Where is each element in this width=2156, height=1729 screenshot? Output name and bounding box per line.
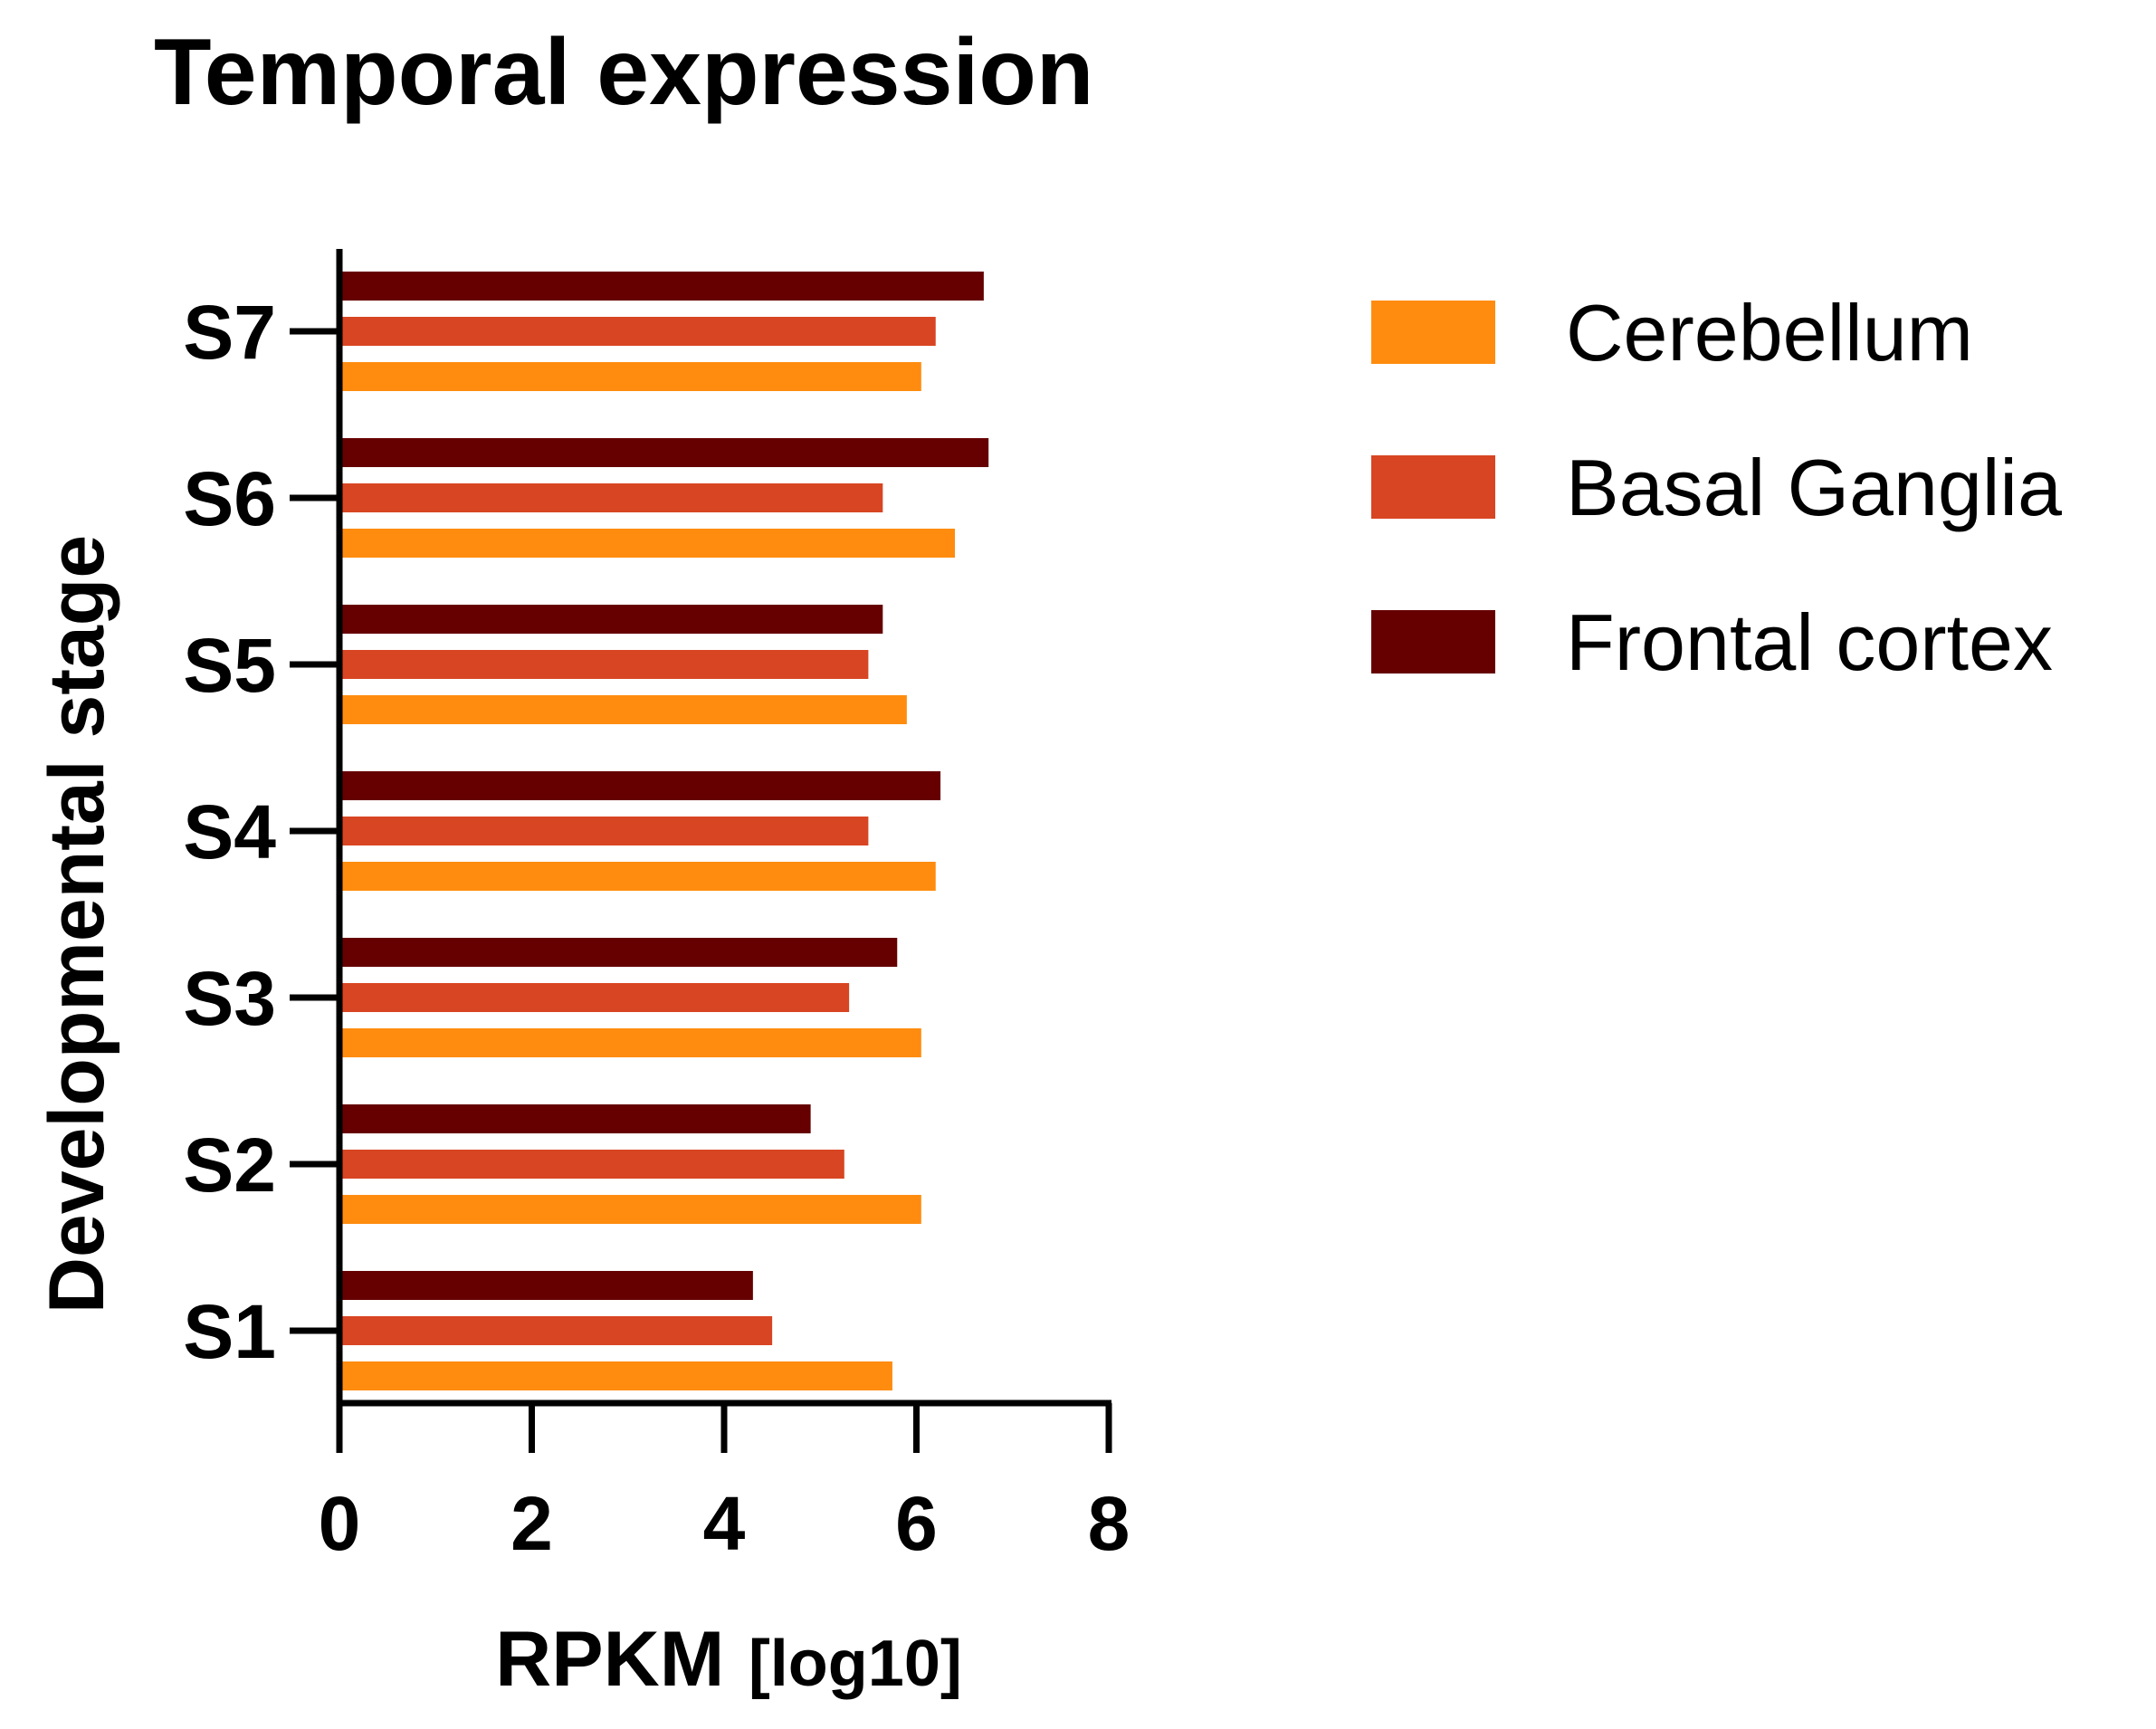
bar-s6-cerebellum (342, 529, 955, 558)
x-tick-label-4: 4 (703, 1481, 746, 1566)
x-axis-label: RPKM (495, 1616, 724, 1703)
bar-s1-basal-ganglia (342, 1316, 773, 1345)
legend: Cerebellum Basal Ganglia Frontal cortex (1371, 288, 2062, 687)
bar-s5-frontal-cortex (342, 605, 883, 634)
x-tick-label-6: 6 (895, 1481, 938, 1566)
bar-s2-frontal-cortex (342, 1104, 811, 1133)
legend-item-frontal-cortex: Frontal cortex (1371, 597, 2053, 687)
legend-item-basal-ganglia: Basal Ganglia (1371, 443, 2062, 532)
legend-swatch (1371, 455, 1495, 519)
svg-text:RPKM [log10]: RPKM [log10] (495, 1616, 962, 1703)
bar-s4-basal-ganglia (342, 817, 869, 845)
bar-s7-basal-ganglia (342, 317, 936, 346)
y-tick-label-s7: S7 (183, 290, 276, 375)
legend-label: Frontal cortex (1566, 597, 2053, 687)
bar-s6-frontal-cortex (342, 438, 989, 467)
ticks-group: 0 2 4 6 8 S1 S2 S3 S4 S5 S6 S7 (183, 290, 1130, 1566)
bar-s7-frontal-cortex (342, 272, 984, 301)
bar-s5-cerebellum (342, 695, 907, 724)
bar-s4-cerebellum (342, 862, 936, 891)
y-tick-label-s5: S5 (183, 623, 276, 708)
legend-item-cerebellum: Cerebellum (1371, 288, 1973, 377)
x-axis-title: RPKM [log10] (495, 1616, 962, 1703)
legend-label: Cerebellum (1566, 288, 1973, 377)
x-axis-unit: [log10] (749, 1628, 962, 1700)
bar-s1-frontal-cortex (342, 1271, 753, 1300)
bar-s2-basal-ganglia (342, 1150, 844, 1179)
bar-s6-basal-ganglia (342, 483, 883, 512)
bar-s7-cerebellum (342, 362, 921, 391)
bar-s1-cerebellum (342, 1361, 892, 1390)
bar-s3-cerebellum (342, 1028, 921, 1057)
bars-group (342, 272, 989, 1390)
x-tick-label-2: 2 (510, 1481, 553, 1566)
y-tick-label-s6: S6 (183, 456, 276, 541)
x-tick-label-8: 8 (1088, 1481, 1130, 1566)
bar-s2-cerebellum (342, 1195, 921, 1224)
y-tick-label-s2: S2 (183, 1122, 276, 1208)
y-tick-label-s1: S1 (183, 1289, 276, 1374)
chart-title: Temporal expression (154, 20, 1093, 125)
y-tick-label-s4: S4 (183, 789, 276, 874)
legend-swatch (1371, 301, 1495, 364)
bar-s3-basal-ganglia (342, 983, 850, 1012)
y-axis-title: Developmental stage (33, 535, 120, 1313)
x-tick-label-0: 0 (319, 1481, 361, 1566)
bar-s3-frontal-cortex (342, 938, 898, 967)
legend-swatch (1371, 610, 1495, 673)
bar-s5-basal-ganglia (342, 650, 869, 679)
legend-label: Basal Ganglia (1566, 443, 2062, 532)
y-tick-label-s3: S3 (183, 956, 276, 1041)
bar-s4-frontal-cortex (342, 771, 941, 800)
